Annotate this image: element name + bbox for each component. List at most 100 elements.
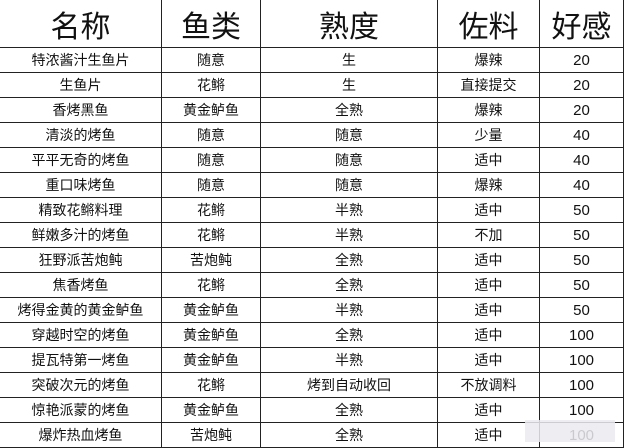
cell-name: 穿越时空的烤鱼	[0, 322, 162, 348]
cell-affection: 50	[539, 247, 624, 273]
table-row: 焦香烤鱼 花鳉 全熟 适中 50	[0, 272, 624, 298]
cell-affection: 20	[539, 72, 624, 98]
header-seasoning: 佐料	[437, 0, 540, 48]
cell-seasoning: 适中	[437, 247, 540, 273]
header-fish-type: 鱼类	[161, 0, 261, 48]
cell-name: 烤得金黄的黄金鲈鱼	[0, 297, 162, 323]
cell-affection: 50	[539, 197, 624, 223]
table-row: 重口味烤鱼 随意 随意 爆辣 40	[0, 172, 624, 198]
cell-name: 特浓酱汁生鱼片	[0, 47, 162, 73]
table-row: 精致花鳉料理 花鳉 半熟 适中 50	[0, 197, 624, 223]
table-row: 香烤黑鱼 黄金鲈鱼 全熟 爆辣 20	[0, 97, 624, 123]
cell-fish-type: 花鳉	[161, 222, 261, 248]
header-name: 名称	[0, 0, 162, 48]
cell-name: 狂野派苦炮鲀	[0, 247, 162, 273]
table-row: 生鱼片 花鳉生直接提交 20	[0, 72, 624, 98]
cell-affection: 40	[539, 172, 624, 198]
cell-fish-type: 黄金鲈鱼	[161, 297, 261, 323]
cell-fish-type: 苦炮鲀	[161, 247, 261, 273]
cell-fish-type: 黄金鲈鱼	[161, 397, 261, 423]
table-row: 鲜嫩多汁的烤鱼 花鳉 半熟 不加 50	[0, 222, 624, 248]
cell-seasoning: 适中	[437, 147, 540, 173]
cell-seasoning: 直接提交	[437, 72, 540, 98]
cell-doneness: 全熟	[260, 397, 438, 423]
cell-affection: 20	[539, 97, 624, 123]
cell-affection: 100	[539, 397, 624, 423]
cell-seasoning: 爆辣	[437, 172, 540, 198]
table-row: 突破次元的烤鱼 花鳉 烤到自动收回 不放调料 100	[0, 372, 624, 398]
cell-fish-type: 花鳉	[161, 272, 261, 298]
cell-seasoning: 适中	[437, 272, 540, 298]
cell-seasoning: 不加	[437, 222, 540, 248]
cell-name: 爆炸热血烤鱼	[0, 422, 162, 448]
cell-name: 香烤黑鱼	[0, 97, 162, 123]
cell-name: 鲜嫩多汁的烤鱼	[0, 222, 162, 248]
cell-doneness: 半熟	[260, 347, 438, 373]
cell-doneness: 半熟	[260, 222, 438, 248]
cell-doneness: 随意	[260, 122, 438, 148]
cell-name: 清淡的烤鱼	[0, 122, 162, 148]
cell-name: 重口味烤鱼	[0, 172, 162, 198]
cell-doneness: 生	[260, 72, 438, 98]
cell-affection: 20	[539, 47, 624, 73]
cell-seasoning: 适中	[437, 397, 540, 423]
cell-seasoning: 适中	[437, 347, 540, 373]
cell-seasoning: 少量	[437, 122, 540, 148]
cell-fish-type: 随意	[161, 47, 261, 73]
cell-name: 平平无奇的烤鱼	[0, 147, 162, 173]
cell-name: 惊艳派蒙的烤鱼	[0, 397, 162, 423]
cell-fish-type: 花鳉	[161, 372, 261, 398]
cell-seasoning: 适中	[437, 322, 540, 348]
table-row: 特浓酱汁生鱼片 随意生爆辣 20	[0, 47, 624, 73]
table-row: 穿越时空的烤鱼 黄金鲈鱼 全熟 适中 100	[0, 322, 624, 348]
table-row: 平平无奇的烤鱼 随意 随意 适中 40	[0, 147, 624, 173]
cell-fish-type: 随意	[161, 122, 261, 148]
header-doneness: 熟度	[260, 0, 438, 48]
cell-affection: 100	[539, 322, 624, 348]
table-row: 狂野派苦炮鲀 苦炮鲀 全熟 适中 50	[0, 247, 624, 273]
cell-fish-type: 随意	[161, 172, 261, 198]
cell-seasoning: 爆辣	[437, 97, 540, 123]
cell-affection: 40	[539, 147, 624, 173]
cell-affection: 100	[539, 347, 624, 373]
cell-seasoning: 不放调料	[437, 372, 540, 398]
cell-seasoning: 适中	[437, 422, 540, 448]
cell-doneness: 全熟	[260, 272, 438, 298]
cell-seasoning: 爆辣	[437, 47, 540, 73]
cell-fish-type: 苦炮鲀	[161, 422, 261, 448]
cell-seasoning: 适中	[437, 197, 540, 223]
cell-fish-type: 花鳉	[161, 197, 261, 223]
cell-affection: 40	[539, 122, 624, 148]
table-row: 烤得金黄的黄金鲈鱼 黄金鲈鱼 半熟 适中 50	[0, 297, 624, 323]
table-row: 爆炸热血烤鱼苦炮鲀全熟适中100	[0, 422, 624, 448]
cell-affection: 100	[539, 372, 624, 398]
cell-doneness: 半熟	[260, 297, 438, 323]
cell-name: 突破次元的烤鱼	[0, 372, 162, 398]
cell-fish-type: 花鳉	[161, 72, 261, 98]
cell-affection: 50	[539, 297, 624, 323]
cell-doneness: 半熟	[260, 197, 438, 223]
cell-fish-type: 黄金鲈鱼	[161, 347, 261, 373]
cell-doneness: 烤到自动收回	[260, 372, 438, 398]
cell-name: 提瓦特第一烤鱼	[0, 347, 162, 373]
cell-doneness: 全熟	[260, 97, 438, 123]
cell-doneness: 全熟	[260, 422, 438, 448]
cell-doneness: 生	[260, 47, 438, 73]
table-row: 提瓦特第一烤鱼 黄金鲈鱼 半熟 适中 100	[0, 347, 624, 373]
cell-name: 生鱼片	[0, 72, 162, 98]
cell-doneness: 随意	[260, 147, 438, 173]
cell-fish-type: 随意	[161, 147, 261, 173]
cell-affection: 50	[539, 222, 624, 248]
cell-seasoning: 适中	[437, 297, 540, 323]
cell-fish-type: 黄金鲈鱼	[161, 97, 261, 123]
cell-doneness: 随意	[260, 172, 438, 198]
cell-doneness: 全熟	[260, 247, 438, 273]
cell-affection: 50	[539, 272, 624, 298]
table-row: 惊艳派蒙的烤鱼 黄金鲈鱼 全熟 适中 100	[0, 397, 624, 423]
header-row: 名称 鱼类 熟度 佐料 好感	[0, 0, 624, 48]
watermark	[525, 420, 615, 442]
cell-name: 精致花鳉料理	[0, 197, 162, 223]
header-affection: 好感	[539, 0, 624, 48]
cell-doneness: 全熟	[260, 322, 438, 348]
